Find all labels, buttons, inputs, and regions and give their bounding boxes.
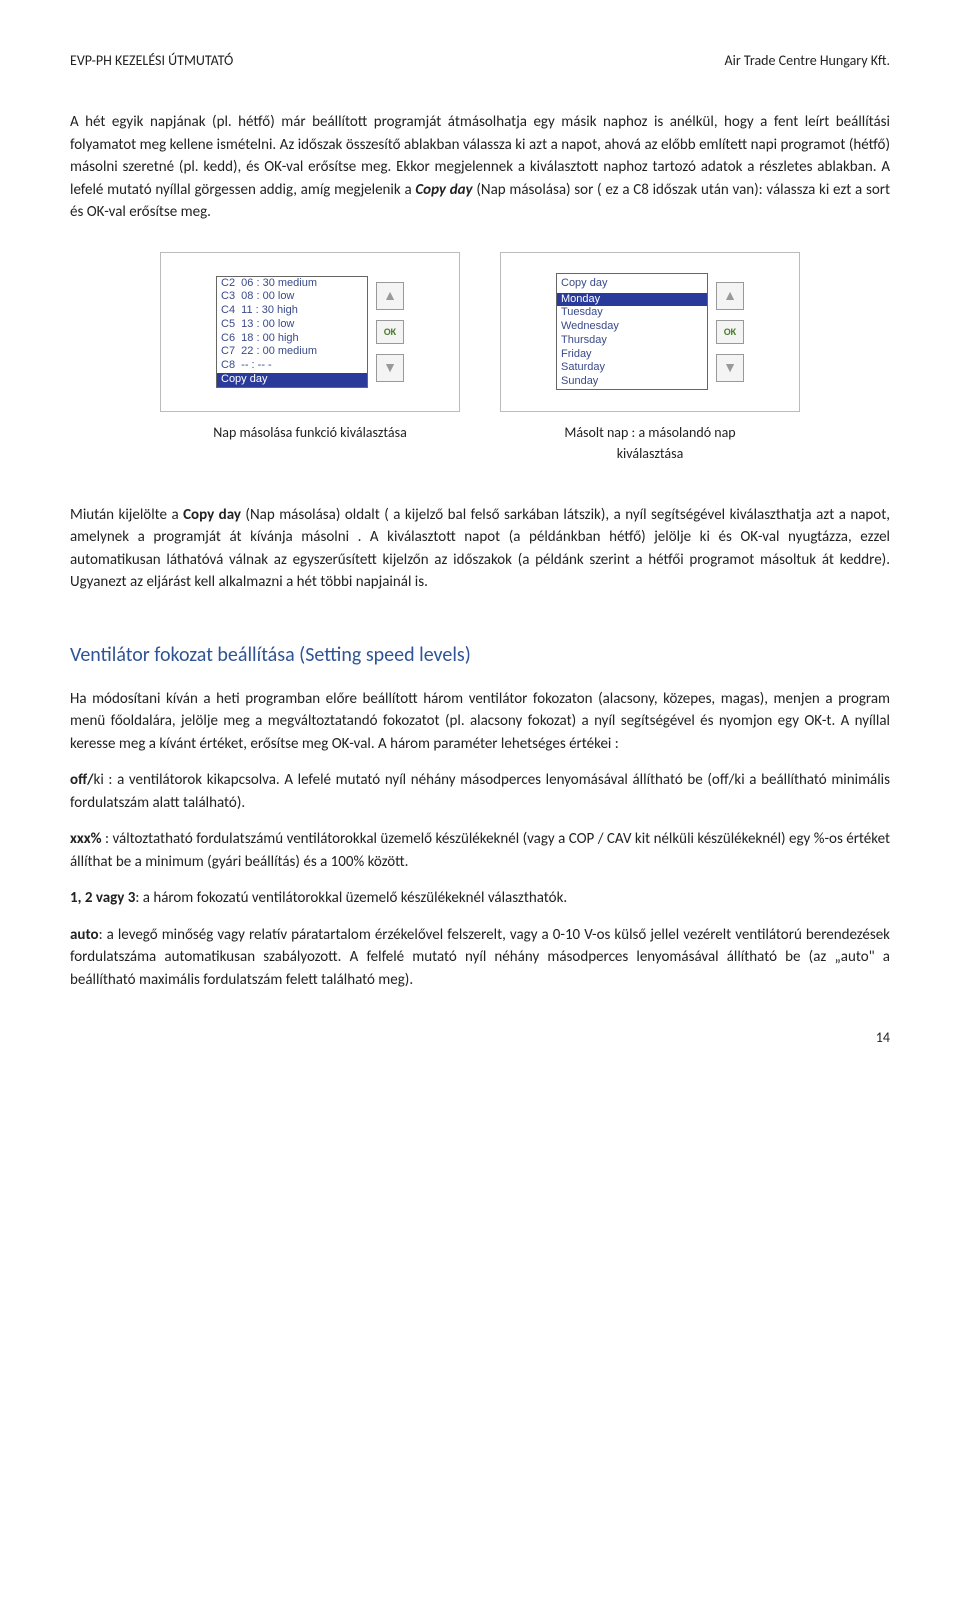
day-row[interactable]: Thursday [557, 334, 707, 348]
time-slot-row[interactable]: C7 22 : 00 medium [217, 345, 367, 359]
day-row[interactable]: Sunday [557, 375, 707, 389]
up-arrow-button[interactable]: ▲ [716, 282, 744, 310]
button-column-left: ▲ OK ▼ [376, 282, 404, 382]
screen-panel-left: C2 06 : 30 mediumC3 08 : 00 lowC4 11 : 3… [160, 252, 460, 412]
paragraph-3: Ha módosítani kíván a heti programban el… [70, 688, 890, 756]
header-right: Air Trade Centre Hungary Kft. [725, 50, 890, 71]
option-xxx: xxx% : változtatható fordulatszámú venti… [70, 828, 890, 873]
copy-day-row[interactable]: Copy day [217, 373, 367, 387]
option-auto-text: : a levegő minőség vagy relatív páratart… [70, 926, 890, 989]
ok-button[interactable]: OK [376, 320, 404, 344]
option-123-text: : a három fokozatú ventilátorokkal üzeme… [135, 889, 567, 907]
option-auto-label: auto [70, 926, 99, 944]
time-slot-row[interactable]: C6 18 : 00 high [217, 332, 367, 346]
day-row[interactable]: Tuesday [557, 306, 707, 320]
caption-left: Nap másolása funkció kiválasztása [160, 422, 460, 464]
up-arrow-button[interactable]: ▲ [376, 282, 404, 310]
para2-copy-day: Copy day [183, 506, 241, 524]
time-slot-row[interactable]: C5 13 : 00 low [217, 318, 367, 332]
option-xxx-label: xxx% [70, 830, 102, 848]
down-arrow-button[interactable]: ▼ [716, 354, 744, 382]
para1-copy-day: Copy day [415, 181, 472, 199]
option-auto: auto: a levegő minőség vagy relatív pára… [70, 924, 890, 992]
time-slot-row[interactable]: C8 -- : -- - [217, 359, 367, 373]
down-arrow-button[interactable]: ▼ [376, 354, 404, 382]
header-left: EVP-PH KEZELÉSI ÚTMUTATÓ [70, 50, 233, 71]
time-slot-row[interactable]: C4 11 : 30 high [217, 304, 367, 318]
option-123: 1, 2 vagy 3: a három fokozatú ventilátor… [70, 887, 890, 910]
paragraph-1: A hét egyik napjának (pl. hétfő) már beá… [70, 111, 890, 224]
section-title: Ventilátor fokozat beállítása (Setting s… [70, 640, 890, 670]
page-header: EVP-PH KEZELÉSI ÚTMUTATÓ Air Trade Centr… [70, 50, 890, 71]
day-row[interactable]: Friday [557, 348, 707, 362]
day-row[interactable]: Wednesday [557, 320, 707, 334]
option-xxx-text: : változtatható fordulatszámú ventilátor… [70, 830, 890, 871]
copy-day-header: Copy day [557, 274, 707, 293]
page-number: 14 [70, 1027, 890, 1048]
caption-right-b: kiválasztása [617, 445, 684, 462]
time-slot-row[interactable]: C3 08 : 00 low [217, 290, 367, 304]
option-123-label: 1, 2 vagy 3 [70, 889, 135, 907]
day-row[interactable]: Saturday [557, 361, 707, 375]
day-list: Copy dayMondayTuesdayWednesdayThursdayFr… [556, 273, 708, 390]
ok-button[interactable]: OK [716, 320, 744, 344]
caption-row: Nap másolása funkció kiválasztása Másolt… [70, 422, 890, 464]
figure-left: C2 06 : 30 mediumC3 08 : 00 lowC4 11 : 3… [160, 252, 460, 412]
paragraph-2: Miután kijelölte a Copy day (Nap másolás… [70, 504, 890, 594]
day-row[interactable]: Monday [557, 293, 707, 307]
time-slot-list: C2 06 : 30 mediumC3 08 : 00 lowC4 11 : 3… [216, 276, 368, 388]
time-slot-row[interactable]: C2 06 : 30 medium [217, 277, 367, 291]
caption-right-a: Másolt nap : a másolandó nap [564, 424, 735, 441]
figure-right: Copy dayMondayTuesdayWednesdayThursdayFr… [500, 252, 800, 412]
figures-row: C2 06 : 30 mediumC3 08 : 00 lowC4 11 : 3… [70, 252, 890, 412]
option-off: off/ki : a ventilátorok kikapcsolva. A l… [70, 769, 890, 814]
button-column-right: ▲ OK ▼ [716, 282, 744, 382]
option-off-text: ki : a ventilátorok kikapcsolva. A lefel… [70, 771, 890, 812]
screen-panel-right: Copy dayMondayTuesdayWednesdayThursdayFr… [500, 252, 800, 412]
option-off-label: off/ [70, 771, 94, 789]
para2-text-a: Miután kijelölte a [70, 506, 183, 524]
caption-right: Másolt nap : a másolandó nap kiválasztás… [500, 422, 800, 464]
